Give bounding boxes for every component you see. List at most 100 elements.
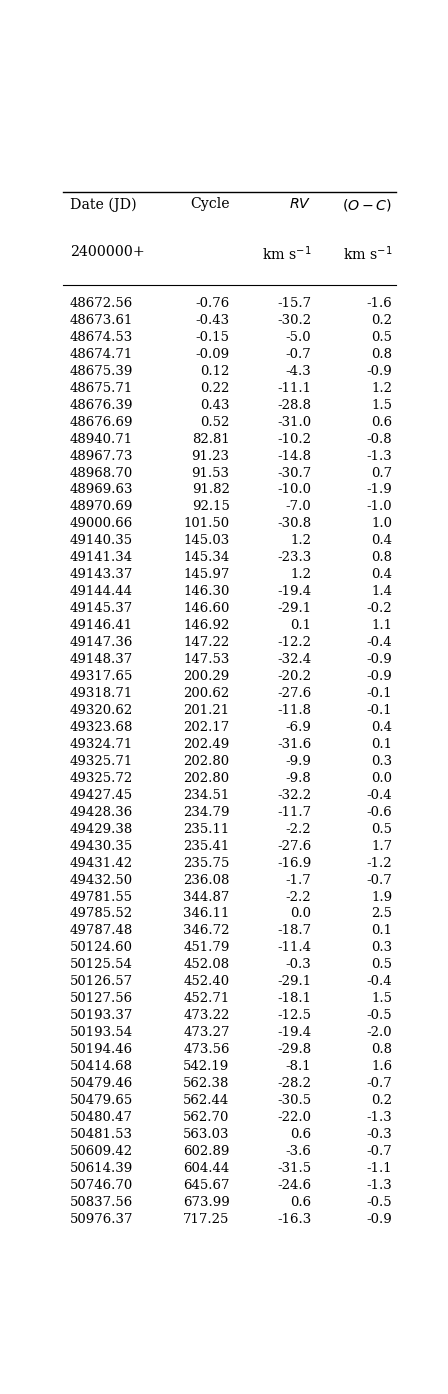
Text: -11.4: -11.4 [277,941,311,955]
Text: 717.25: 717.25 [183,1213,230,1225]
Text: -0.2: -0.2 [366,602,392,615]
Text: 0.52: 0.52 [200,415,230,428]
Text: -1.7: -1.7 [285,874,311,887]
Text: 82.81: 82.81 [192,432,230,446]
Text: -6.9: -6.9 [285,721,311,733]
Text: -9.9: -9.9 [285,754,311,768]
Text: -18.7: -18.7 [277,924,311,937]
Text: -0.43: -0.43 [195,314,230,326]
Text: -27.6: -27.6 [277,687,311,700]
Text: 0.6: 0.6 [371,415,392,428]
Text: 0.3: 0.3 [371,754,392,768]
Text: 50746.70: 50746.70 [70,1179,133,1192]
Text: -0.9: -0.9 [366,671,392,683]
Text: -15.7: -15.7 [277,297,311,309]
Text: 49428.36: 49428.36 [70,806,133,818]
Text: -30.2: -30.2 [277,314,311,326]
Text: 48673.61: 48673.61 [70,314,133,326]
Text: 50127.56: 50127.56 [70,993,133,1005]
Text: 50976.37: 50976.37 [70,1213,134,1225]
Text: 50614.39: 50614.39 [70,1161,133,1175]
Text: 146.60: 146.60 [183,602,230,615]
Text: 49147.36: 49147.36 [70,636,133,650]
Text: -7.0: -7.0 [285,500,311,513]
Text: 202.80: 202.80 [184,772,230,785]
Text: 146.92: 146.92 [183,619,230,631]
Text: -32.2: -32.2 [277,789,311,802]
Text: -0.15: -0.15 [196,330,230,344]
Text: -0.1: -0.1 [366,704,392,717]
Text: 452.40: 452.40 [184,976,230,988]
Text: 452.71: 452.71 [183,993,230,1005]
Text: 0.0: 0.0 [290,907,311,920]
Text: 473.22: 473.22 [183,1009,230,1022]
Text: 1.2: 1.2 [290,569,311,581]
Text: 200.29: 200.29 [183,671,230,683]
Text: -1.0: -1.0 [366,500,392,513]
Text: -23.3: -23.3 [277,551,311,565]
Text: -0.4: -0.4 [366,636,392,650]
Text: -1.3: -1.3 [366,450,392,463]
Text: 0.1: 0.1 [290,619,311,631]
Text: -18.1: -18.1 [277,993,311,1005]
Text: 473.56: 473.56 [183,1043,230,1057]
Text: 49140.35: 49140.35 [70,534,133,548]
Text: 0.8: 0.8 [371,1043,392,1057]
Text: 645.67: 645.67 [183,1179,230,1192]
Text: -31.5: -31.5 [277,1161,311,1175]
Text: 0.22: 0.22 [200,382,230,395]
Text: 48970.69: 48970.69 [70,500,133,513]
Text: 346.72: 346.72 [183,924,230,937]
Text: 0.5: 0.5 [371,330,392,344]
Text: 202.49: 202.49 [183,737,230,751]
Text: 49429.38: 49429.38 [70,822,133,835]
Text: 49141.34: 49141.34 [70,551,133,565]
Text: 201.21: 201.21 [184,704,230,717]
Text: 1.1: 1.1 [371,619,392,631]
Text: 49148.37: 49148.37 [70,652,133,666]
Text: 0.1: 0.1 [371,737,392,751]
Text: 50125.54: 50125.54 [70,958,133,972]
Text: 0.4: 0.4 [371,569,392,581]
Text: -1.3: -1.3 [366,1179,392,1192]
Text: 50124.60: 50124.60 [70,941,133,955]
Text: 147.22: 147.22 [183,636,230,650]
Text: 0.0: 0.0 [371,772,392,785]
Text: 48675.71: 48675.71 [70,382,133,395]
Text: 234.51: 234.51 [183,789,230,802]
Text: 48674.71: 48674.71 [70,348,133,361]
Text: 48967.73: 48967.73 [70,450,134,463]
Text: 0.5: 0.5 [371,822,392,835]
Text: 145.03: 145.03 [183,534,230,548]
Text: 48969.63: 48969.63 [70,484,134,496]
Text: 49000.66: 49000.66 [70,517,133,530]
Text: 602.89: 602.89 [183,1144,230,1158]
Text: -16.3: -16.3 [277,1213,311,1225]
Text: 452.08: 452.08 [184,958,230,972]
Text: -2.2: -2.2 [285,891,311,903]
Text: -0.9: -0.9 [366,365,392,378]
Text: 0.12: 0.12 [200,365,230,378]
Text: 0.2: 0.2 [371,1094,392,1107]
Text: 147.53: 147.53 [183,652,230,666]
Text: -19.4: -19.4 [277,585,311,598]
Text: -0.6: -0.6 [366,806,392,818]
Text: -32.4: -32.4 [277,652,311,666]
Text: -0.3: -0.3 [285,958,311,972]
Text: 0.4: 0.4 [371,721,392,733]
Text: -2.0: -2.0 [366,1026,392,1039]
Text: 0.6: 0.6 [290,1128,311,1140]
Text: -31.0: -31.0 [277,415,311,428]
Text: 0.43: 0.43 [200,399,230,411]
Text: 48672.56: 48672.56 [70,297,133,309]
Text: 49320.62: 49320.62 [70,704,133,717]
Text: 0.5: 0.5 [371,958,392,972]
Text: Cycle: Cycle [190,198,230,212]
Text: -28.8: -28.8 [277,399,311,411]
Text: 1.2: 1.2 [371,382,392,395]
Text: -1.9: -1.9 [366,484,392,496]
Text: 235.11: 235.11 [183,822,230,835]
Text: km s$^{-1}$: km s$^{-1}$ [343,244,392,263]
Text: -0.76: -0.76 [195,297,230,309]
Text: 0.6: 0.6 [290,1196,311,1209]
